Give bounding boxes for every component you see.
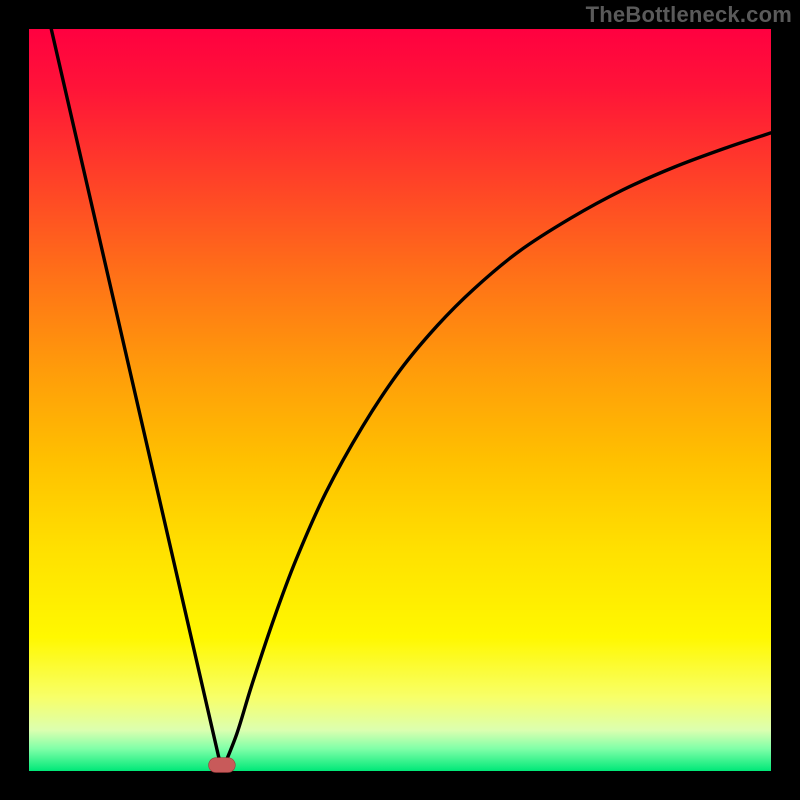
gradient-background: [29, 29, 771, 771]
bottleneck-curve-chart: [0, 0, 800, 800]
vertex-marker: [209, 758, 236, 773]
chart-stage: TheBottleneck.com: [0, 0, 800, 800]
